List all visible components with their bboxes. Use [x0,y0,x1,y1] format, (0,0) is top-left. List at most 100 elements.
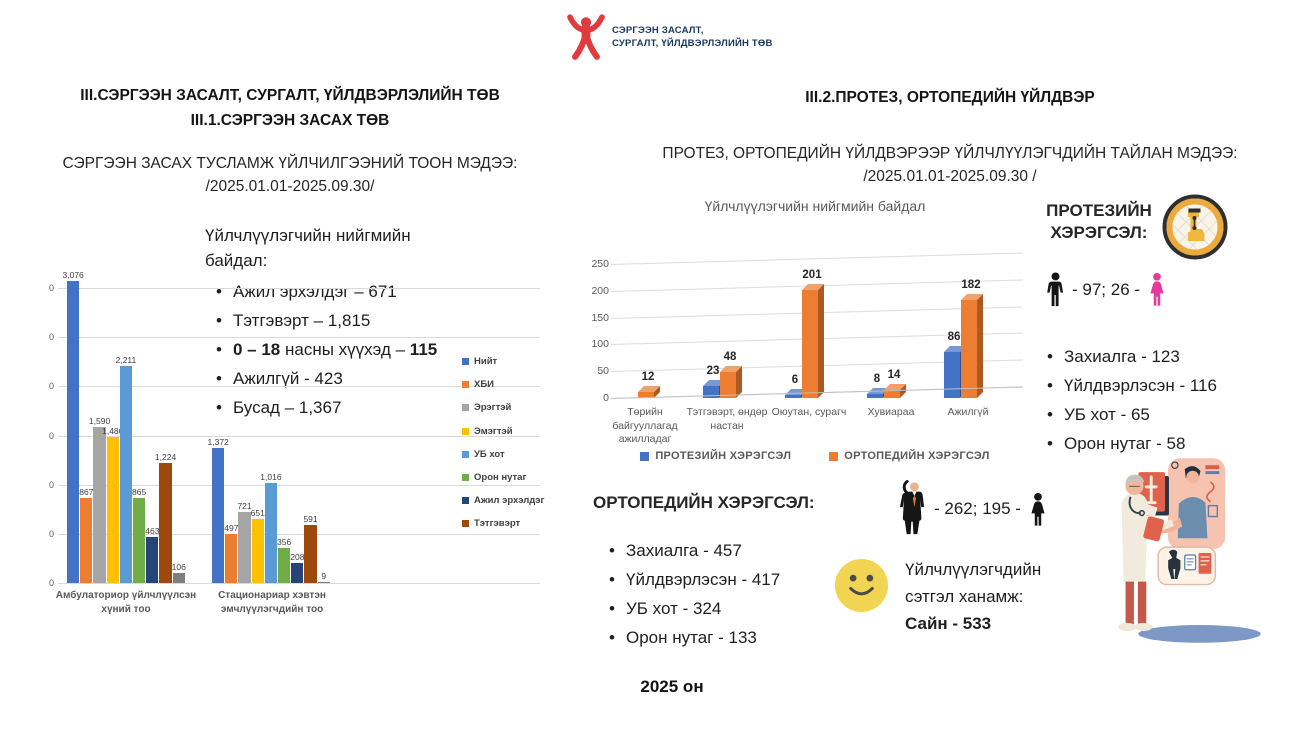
chart1-legend-item: Тэтгэвэрт [462,518,520,529]
social-status-block: Үйлчлүүлэгчийн нийгмийн байдал: Ажил эрх… [205,224,535,422]
y-axis-tick: 0 [48,332,54,343]
chart1-legend-item: Нийт [462,356,497,367]
legend-swatch [462,358,469,365]
orthopedics-heading: ОРТОПЕДИЙН ХЭРЭГСЭЛ: [593,493,815,512]
chart2-bar-label: 182 [961,279,981,292]
chart1-bar-Ажил эрхэлдэг-cat1 [291,562,304,583]
chart1-bar-series9-cat1 [317,582,330,583]
chart2-category-label: Тэтгэвэрт, өндөр настан [686,406,768,432]
chart2-bar-label: 6 [791,373,799,386]
chart2-title: Үйлчлүүлэгчийн нийгмийн байдал [704,198,926,214]
gridline [58,288,540,289]
chart1-bar-label: 651 [250,507,265,518]
chart2-bar-label: 12 [641,370,655,383]
left-title-line1: III.СЭРГЭЭН ЗАСАЛТ, СУРГАЛТ, ҮЙЛДВЭРЛЭЛИ… [80,87,500,104]
chart2-bar-label: 201 [802,269,822,282]
chart1-bar-label: 1,016 [260,472,282,483]
org-logo: СЭРГЭЭН ЗАСАЛТ, СУРГАЛТ, ҮЙЛДВЭРЛЭЛИЙН Т… [566,14,773,60]
legend-swatch [462,404,469,412]
chart2-bar-ОРТОПЕДИЙН ХЭРЭГСЭЛ-cat1 [720,372,736,398]
gridline [610,252,1023,265]
chart1-bar-ХБИ-cat1 [225,534,238,583]
chart1-bar-label: 721 [237,501,252,512]
list-item: Орон нутаг - 58 [1036,429,1306,458]
businessman-icon [899,480,925,535]
satisfaction-block: Үйлчлүүлэгчдийн сэтгэл ханамж: Сайн - 53… [905,556,1085,637]
chart1-bar-Тэтгэвэрт-cat0 [159,462,172,583]
chart2-category-label: Ажилгүй [947,406,989,418]
gridline [58,386,540,388]
chart2-bar-label: 8 [873,372,881,385]
left-section-title: III.СЭРГЭЭН ЗАСАЛТ, СУРГАЛТ, ҮЙЛДВЭРЛЭЛИ… [30,84,550,134]
y-axis-tick: 250 [591,258,609,270]
satisfaction-line1: Үйлчлүүлэгчдийн [905,560,1042,579]
right-title: III.2.ПРОТЕЗ, ОРТОПЕДИЙН ҮЙЛДВЭР [805,89,1095,106]
legend-swatch [462,381,469,389]
legend-label: Эмэгтэй [474,425,513,437]
chart1-bar-Эмэгтэй-cat0 [106,436,119,583]
prosthetics-gender-text: - 97; 26 - [1072,279,1141,299]
chart2-bar-ОРТОПЕДИЙН ХЭРЭГСЭЛ-cat4 [961,300,977,398]
prosthetics-gender-stats: - 97; 26 - [1046,272,1167,307]
legend-label: ХБИ [474,379,494,391]
chart1-legend-item: Эмэгтэй [462,426,513,437]
prosthetic-leg-badge-icon [1162,194,1228,260]
social-status-3d-chart: Үйлчлүүлэгчийн нийгмийн байдал 0 50 100 150 2… [585,192,1045,492]
left-subtitle: СЭРГЭЭН ЗАСАХ ТУСЛАМЖ ҮЙЛЧИЛГЭЭНИЙ ТООН … [62,155,518,172]
chart1-legend-item: Эрэгтэй [462,402,511,413]
chart1-bar-Эмэгтэй-cat1 [251,518,264,583]
gridline [58,435,540,437]
chart1-bar-label: 1,372 [207,437,229,448]
chart1-bar-Ажил эрхэлдэг-cat0 [146,537,159,583]
legend-label: Орон нутаг [474,472,527,483]
chart1-bar-label: 1,590 [88,415,111,426]
gridline [58,337,540,339]
y-axis-tick: 0 [48,578,54,588]
chart1-bar-label: 106 [171,561,186,572]
chart1-bar-label: 867 [79,486,94,497]
right-subtitle: ПРОТЕЗ, ОРТОПЕДИЙН ҮЙЛДВЭРЭЭР ҮЙЛЧЛҮҮЛЭГ… [662,145,1238,162]
gridline [58,583,540,584]
legend-swatch [462,427,469,435]
chart1-bar-label: 356 [277,536,292,547]
right-section-title: III.2.ПРОТЕЗ, ОРТОПЕДИЙН ҮЙЛДВЭР [640,86,1260,111]
legend-label: Нийт [474,356,498,367]
list-item: Ажилгүй - 423 [205,364,535,393]
list-item: Захиалга - 457 [598,536,878,565]
list-item: Захиалга - 123 [1036,342,1306,371]
chart2-bar-ОРТОПЕДИЙН ХЭРЭГСЭЛ-cat2 [802,290,818,398]
chart1-bar-Эрэгтэй-cat0 [93,426,106,583]
legend-swatch [462,474,469,481]
female-icon [1031,492,1045,526]
list-item: УБ хот - 65 [1036,400,1306,429]
male-icon [1047,272,1064,307]
org-name-line1: СЭРГЭЭН ЗАСАЛТ, [612,24,704,36]
chart1-bar-label: 2,211 [115,354,137,365]
chart1-bar-label: 1,486 [102,425,124,436]
rehab-services-bar-chart: 0 0 0 0 0 0 0 3,076 1,372 867 497 1,590 721 1,486 651 2… [40,265,550,630]
smiley-icon [834,558,889,613]
left-period: /2025.01.01-2025.09.30/ [205,178,375,196]
chart1-bar-series9-cat0 [172,572,185,583]
satisfaction-result: Сайн - 533 [905,614,992,633]
orthopedics-gender-stats: - 262; 195 - [898,480,1048,538]
chart1-bar-Эрэгтэй-cat1 [238,512,251,583]
legend-swatch [462,450,469,458]
left-title-line2: III.1.СЭРГЭЭН ЗАСАХ ТӨВ [190,111,390,129]
chart1-bar-ХБИ-cat0 [80,497,93,583]
chart1-legend-item: ХБИ [462,379,494,390]
y-axis-tick: 0 [48,479,54,490]
list-item: Ажил эрхэлдэг – 671 [205,277,535,306]
list-item: УБ хот - 324 [598,594,878,623]
chart2-bar-ПРОТЕЗИЙН ХЭРЭГСЭЛ-cat4 [944,351,960,398]
chart1-category-label: Амбулаториор үйлчлүүлсэн хүний тоо [55,590,197,615]
female-icon [1150,272,1164,306]
y-axis-tick: 200 [591,284,609,297]
legend-label: Тэтгэвэрт [474,518,521,530]
legend-label: ОРТОПЕДИЙН ХЭРЭГСЭЛ [844,450,990,462]
satisfaction-line2: сэтгэл ханамж: [905,587,1024,606]
social-status-heading: Үйлчлүүлэгчийн нийгмийн байдал: [205,226,411,270]
gridline [58,484,540,486]
chart2-category-label: Төрийн байгууллагад ажилладаг [612,406,678,446]
